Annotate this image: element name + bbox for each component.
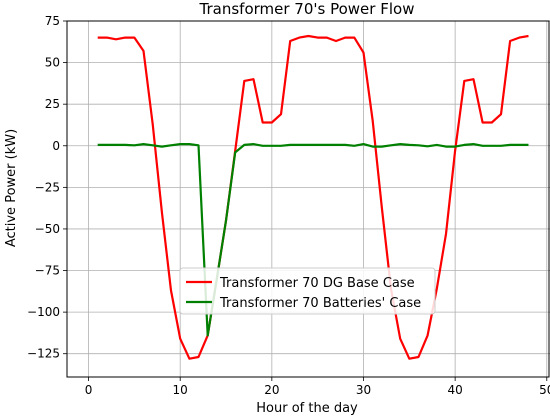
plot-frame [66,20,550,378]
y-tick-label: −125 [27,347,60,361]
legend-label: Transformer 70 DG Base Case [219,276,415,291]
x-tick-label: 0 [85,383,93,397]
x-tick-label: 30 [356,383,371,397]
x-tick-label: 40 [448,383,463,397]
series-line-1 [97,34,529,360]
y-axis-title: Active Power (kW) [4,129,19,247]
legend-box [179,267,436,315]
y-tick-label: −25 [35,180,60,194]
y-tick-label: −75 [35,264,60,278]
legend: Transformer 70 DG Base Case Transformer 7… [179,267,436,315]
y-tick-label: 25 [45,97,60,111]
y-axis-ticks: −125 −100 −75 −50 −25 0 25 50 75 [27,14,67,361]
y-tick-label: 50 [45,56,60,70]
legend-label: Transformer 70 Batteries' Case [219,296,421,311]
y-tick-label: 75 [45,14,60,28]
series-lines [97,34,529,360]
series-line-2 [97,143,529,337]
y-tick-label: −100 [27,305,60,319]
y-tick-label: 0 [52,139,60,153]
chart-title: Transformer 70's Power Flow [199,0,415,18]
y-tick-label: −50 [35,222,60,236]
x-axis-title: Hour of the day [256,401,358,416]
x-tick-label: 50 [539,383,550,397]
x-tick-label: 20 [264,383,279,397]
x-axis-ticks: 0 10 20 30 40 50 [85,377,550,397]
x-tick-label: 10 [173,383,188,397]
